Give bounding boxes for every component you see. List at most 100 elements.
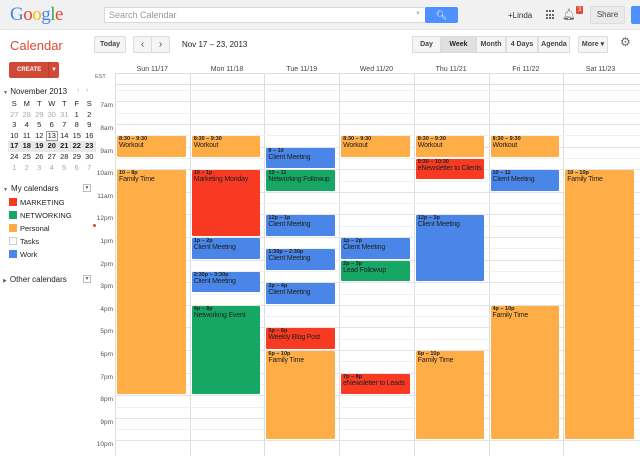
calendar-event[interactable]: 6p – 10p Family Time [415,351,485,440]
mini-calendar-day[interactable]: 16 [85,130,94,140]
mini-calendar-day[interactable]: 19 [33,141,46,152]
mini-calendar-day[interactable]: 28 [22,109,31,119]
more-button[interactable]: More ▾ [578,36,608,53]
mini-calendar-day[interactable]: 1 [74,109,79,119]
calendar-item[interactable]: MARKETING [9,198,65,207]
other-calendars-header[interactable]: ▶ Other calendars ▼ [3,275,93,284]
calendar-item[interactable]: Work [9,250,37,259]
mini-calendar-day[interactable]: 27 [10,109,19,119]
mini-calendar-day[interactable]: 29 [72,151,81,161]
view-4days-button[interactable]: 4 Days [506,36,538,53]
mini-calendar-day[interactable]: 29 [35,109,44,119]
calendar-event[interactable]: 8:30 – 9:30 Workout [415,136,485,157]
calendar-event[interactable]: 12p – 3p Client Meeting [415,215,485,282]
view-agenda-button[interactable]: Agenda [538,36,570,53]
create-button[interactable]: CREATE ▼ [9,62,59,78]
apps-grid-icon[interactable] [546,10,556,20]
mini-calendar-day[interactable]: 14 [60,130,69,140]
gear-icon[interactable]: ⚙ [620,35,631,49]
calendar-color-swatch[interactable] [9,211,17,219]
mini-calendar-day[interactable]: 3 [12,120,17,130]
calendar-event[interactable]: 6p – 10p Family Time [266,351,336,440]
avatar[interactable] [631,6,640,24]
mini-calendar-day[interactable]: 6 [49,120,54,130]
mini-calendar-day[interactable]: 6 [74,162,79,172]
dropdown-icon[interactable]: ▼ [83,275,91,283]
bell-icon[interactable]: 🔔︎ [562,9,574,21]
calendar-event[interactable]: 4p – 8p Networking Event [191,305,261,395]
dropdown-icon[interactable]: ▼ [83,184,91,192]
day-header[interactable]: Wed 11/20 [359,66,394,73]
calendar-event[interactable]: 2:30p – 3:30p Client Meeting [191,271,261,293]
calendar-event[interactable]: 1p – 2p Client Meeting [191,238,261,259]
day-header[interactable]: Fri 11/22 [512,66,540,73]
mini-calendar-day[interactable]: 22 [70,141,83,152]
calendar-item[interactable]: NETWORKING [9,211,72,220]
calendar-event[interactable]: 1p – 2p Client Meeting [341,238,410,259]
share-button[interactable]: Share [590,6,625,24]
calendar-event[interactable]: 8:30 – 9:30 Workout [341,136,410,157]
calendar-item[interactable]: Tasks [9,237,39,246]
mini-next-icon[interactable]: › [86,87,89,94]
calendar-event[interactable]: 7p – 8p eNewsletter to Leads [341,373,410,395]
calendar-event[interactable]: 5p – 6p Weekly Blog Post [266,328,336,349]
calendar-color-swatch[interactable] [9,250,17,258]
calendar-color-swatch[interactable] [9,237,17,245]
mini-calendar-day[interactable]: 31 [60,109,69,119]
day-header[interactable]: Tue 11/19 [286,66,318,73]
next-week-button[interactable]: › [151,36,170,53]
mini-calendar-day[interactable]: 11 [22,130,31,140]
search-input[interactable]: Search Calendar ▼ [104,7,426,23]
user-link[interactable]: +Linda [508,11,533,20]
mini-calendar-day[interactable]: 5 [62,162,67,172]
mini-calendar-day[interactable]: 17 [8,141,21,152]
calendar-event[interactable]: 8:30 – 9:30 Workout [191,136,261,157]
calendar-event[interactable]: 8:30 – 9:30 Workout [117,136,186,157]
mini-calendar-day[interactable]: 7 [87,162,92,172]
today-button[interactable]: Today [94,36,126,53]
google-logo[interactable]: Google [10,4,63,25]
mini-calendar-day[interactable]: 4 [49,162,54,172]
mini-calendar-day[interactable]: 20 [45,141,58,152]
all-day-row[interactable] [115,73,640,85]
calendar-event[interactable]: 12p – 1p Client Meeting [266,215,336,236]
mini-calendar-day[interactable]: 25 [22,151,31,161]
calendar-event[interactable]: 10 – 11 Networking Followup [266,170,336,191]
my-calendars-header[interactable]: ▼ My calendars ▼ [3,184,93,193]
mini-calendar-day[interactable]: 30 [47,109,56,119]
view-month-button[interactable]: Month [476,36,506,53]
mini-calendar-day[interactable]: 10 [10,130,19,140]
mini-calendar-day[interactable]: 24 [10,151,19,161]
mini-calendar-day[interactable]: 3 [37,162,42,172]
search-button[interactable]: 🔍︎ [425,7,458,23]
calendar-event[interactable]: 10 – 1p Marketing Monday [191,170,261,236]
mini-calendar-day[interactable]: 1 [12,162,17,172]
calendar-event[interactable]: 2p – 3p Lead Followup [341,260,410,282]
day-header[interactable]: Thu 11/21 [435,66,467,73]
day-header[interactable]: Sun 11/17 [136,66,169,73]
calendar-color-swatch[interactable] [9,224,17,232]
prev-week-button[interactable]: ‹ [133,36,152,53]
mini-calendar-day[interactable]: 18 [20,141,33,152]
mini-calendar-day[interactable]: 15 [72,130,81,140]
collapse-icon[interactable]: ▼ [3,90,8,96]
calendar-event[interactable]: 9:30 – 10:30 eNewsletter to Clients [415,158,485,180]
mini-calendar-day[interactable]: 9 [87,120,92,130]
mini-calendar-day[interactable]: 8 [74,120,79,130]
calendar-item[interactable]: Personal [9,224,50,233]
create-dropdown-icon[interactable]: ▼ [48,62,59,78]
mini-calendar-day[interactable]: 27 [47,151,56,161]
calendar-event[interactable]: 4p – 10p Family Time [490,305,560,440]
mini-calendar-day[interactable]: 13 [45,130,58,142]
calendar-event[interactable]: 3p – 4p Client Meeting [266,283,336,304]
mini-calendar-day[interactable]: 4 [24,120,29,130]
calendar-event[interactable]: 8:30 – 9:30 Workout [490,136,560,157]
calendar-event[interactable]: 9 – 10 Client Meeting [266,147,336,169]
day-header[interactable]: Sat 11/23 [585,66,616,73]
mini-calendar-day[interactable]: 26 [35,151,44,161]
mini-calendar-day[interactable]: 7 [62,120,67,130]
search-options-icon[interactable]: ▼ [415,11,421,17]
mini-calendar-day[interactable]: 30 [85,151,94,161]
mini-calendar-day[interactable]: 23 [83,141,96,152]
calendar-event[interactable]: 10 – 11 Client Meeting [490,170,560,191]
